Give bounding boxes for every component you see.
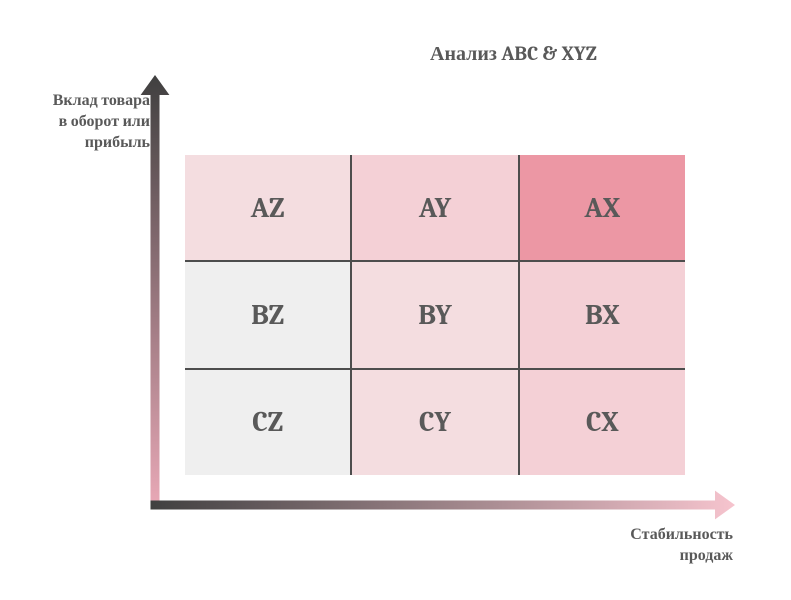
y-axis-label: Вклад товара в оборот или прибыль	[0, 90, 150, 152]
matrix-cell-label: AX	[585, 192, 621, 224]
matrix-cell-bz: BZ	[185, 262, 350, 367]
matrix-cell-label: AY	[419, 192, 451, 224]
x-axis-arrow	[151, 491, 736, 520]
matrix-cell-label: CY	[419, 406, 451, 438]
x-axis-label-line2: продаж	[533, 545, 733, 566]
matrix-cell-az: AZ	[185, 155, 350, 260]
matrix-cell-label: BX	[585, 299, 620, 331]
x-axis-label: Стабильность продаж	[533, 524, 733, 566]
matrix-cell-bx: BX	[520, 262, 685, 367]
y-axis-label-line1: Вклад товара	[0, 90, 150, 111]
abc-xyz-matrix: AZ AY AX BZ BY BX CZ CY CX	[185, 155, 685, 475]
x-axis-label-line1: Стабильность	[533, 524, 733, 545]
chart-title: Анализ ABC & XYZ	[430, 42, 597, 66]
matrix-cell-cz: CZ	[185, 370, 350, 475]
matrix-cell-label: CZ	[252, 406, 283, 438]
matrix-cell-ax: AX	[520, 155, 685, 260]
matrix-cell-cx: CX	[520, 370, 685, 475]
y-axis-label-line2: в оборот или	[0, 111, 150, 132]
matrix-cell-label: BZ	[251, 299, 284, 331]
matrix-cell-ay: AY	[352, 155, 517, 260]
matrix-cell-label: AZ	[251, 192, 285, 224]
y-axis-label-line3: прибыль	[0, 132, 150, 153]
matrix-cell-by: BY	[352, 262, 517, 367]
matrix-cell-label: CX	[586, 406, 619, 438]
matrix-cell-label: BY	[418, 299, 452, 331]
matrix-cell-cy: CY	[352, 370, 517, 475]
